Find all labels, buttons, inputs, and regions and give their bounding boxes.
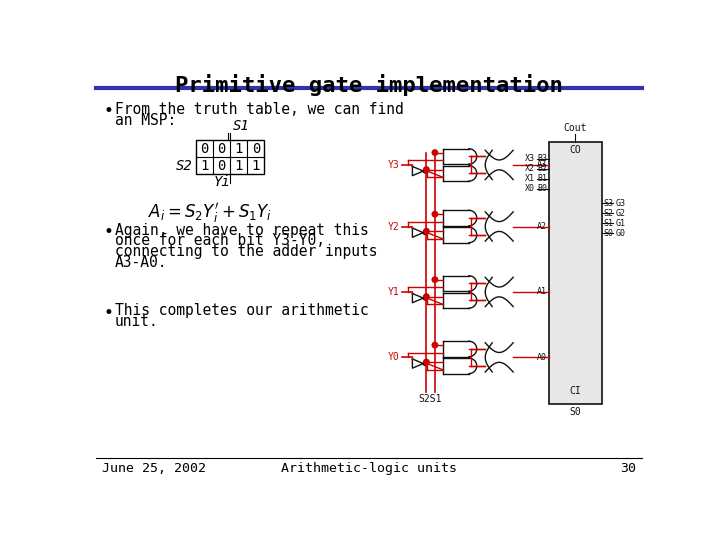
Text: G2: G2 bbox=[616, 209, 626, 218]
Circle shape bbox=[432, 342, 438, 348]
Text: G0: G0 bbox=[616, 229, 626, 238]
Text: CI: CI bbox=[570, 386, 581, 396]
Text: Primitive gate implementation: Primitive gate implementation bbox=[175, 74, 563, 96]
Text: A0: A0 bbox=[537, 353, 547, 362]
Text: 1: 1 bbox=[200, 159, 209, 173]
Text: S2: S2 bbox=[176, 159, 193, 173]
Text: $A_i = S_2Y_i' + S_1Y_i$: $A_i = S_2Y_i' + S_1Y_i$ bbox=[148, 201, 272, 225]
Text: A1: A1 bbox=[537, 287, 547, 296]
Text: B3: B3 bbox=[537, 154, 547, 163]
Text: Cout: Cout bbox=[564, 123, 587, 132]
Text: 0: 0 bbox=[217, 141, 226, 156]
Text: June 25, 2002: June 25, 2002 bbox=[102, 462, 206, 475]
Text: G1: G1 bbox=[616, 219, 626, 228]
Text: X3: X3 bbox=[525, 154, 535, 163]
Text: Y3: Y3 bbox=[388, 160, 400, 170]
Text: Again, we have to repeat this: Again, we have to repeat this bbox=[114, 222, 369, 238]
Text: From the truth table, we can find: From the truth table, we can find bbox=[114, 102, 403, 117]
Text: B0: B0 bbox=[537, 184, 547, 193]
Text: Y1: Y1 bbox=[388, 287, 400, 297]
Text: 1: 1 bbox=[235, 141, 243, 156]
Circle shape bbox=[432, 150, 438, 156]
Text: 30: 30 bbox=[621, 462, 636, 475]
Text: •: • bbox=[104, 102, 114, 120]
Text: Arithmetic-logic units: Arithmetic-logic units bbox=[281, 462, 457, 475]
Bar bbox=[549, 142, 601, 403]
Text: •: • bbox=[104, 303, 114, 321]
Circle shape bbox=[432, 212, 438, 217]
Text: unit.: unit. bbox=[114, 314, 158, 329]
Text: B1: B1 bbox=[537, 174, 547, 183]
Text: X0: X0 bbox=[525, 184, 535, 193]
Text: •: • bbox=[104, 222, 114, 241]
Text: X1: X1 bbox=[525, 174, 535, 183]
Text: CO: CO bbox=[570, 145, 581, 155]
Text: S2: S2 bbox=[604, 209, 614, 218]
Circle shape bbox=[423, 359, 429, 364]
Circle shape bbox=[432, 277, 438, 282]
Text: Y0: Y0 bbox=[388, 353, 400, 362]
Text: This completes our arithmetic: This completes our arithmetic bbox=[114, 303, 369, 319]
Text: A2: A2 bbox=[537, 222, 547, 231]
Text: A3: A3 bbox=[537, 160, 547, 170]
Text: S1: S1 bbox=[604, 219, 614, 228]
Text: connecting to the adder inputs: connecting to the adder inputs bbox=[114, 244, 377, 259]
Text: X2: X2 bbox=[525, 164, 535, 173]
Text: Y2: Y2 bbox=[388, 221, 400, 232]
Circle shape bbox=[423, 167, 429, 172]
Circle shape bbox=[423, 294, 429, 299]
Text: S2S1: S2S1 bbox=[419, 394, 442, 404]
Text: B2: B2 bbox=[537, 164, 547, 173]
Text: 0: 0 bbox=[252, 141, 260, 156]
Text: Yi: Yi bbox=[213, 175, 230, 189]
Text: S0: S0 bbox=[570, 408, 581, 417]
Text: A3-A0.: A3-A0. bbox=[114, 255, 167, 270]
Circle shape bbox=[423, 228, 429, 234]
Text: once for each bit Y3-Y0,: once for each bit Y3-Y0, bbox=[114, 233, 325, 248]
Bar bbox=[196, 140, 264, 174]
Text: S3: S3 bbox=[604, 199, 614, 208]
Text: G3: G3 bbox=[616, 199, 626, 208]
Text: an MSP:: an MSP: bbox=[114, 112, 176, 127]
Text: S0: S0 bbox=[604, 229, 614, 238]
Text: S1: S1 bbox=[233, 119, 250, 132]
Text: 0: 0 bbox=[217, 159, 226, 173]
Text: 0: 0 bbox=[200, 141, 209, 156]
Text: 1: 1 bbox=[252, 159, 260, 173]
Text: 1: 1 bbox=[235, 159, 243, 173]
